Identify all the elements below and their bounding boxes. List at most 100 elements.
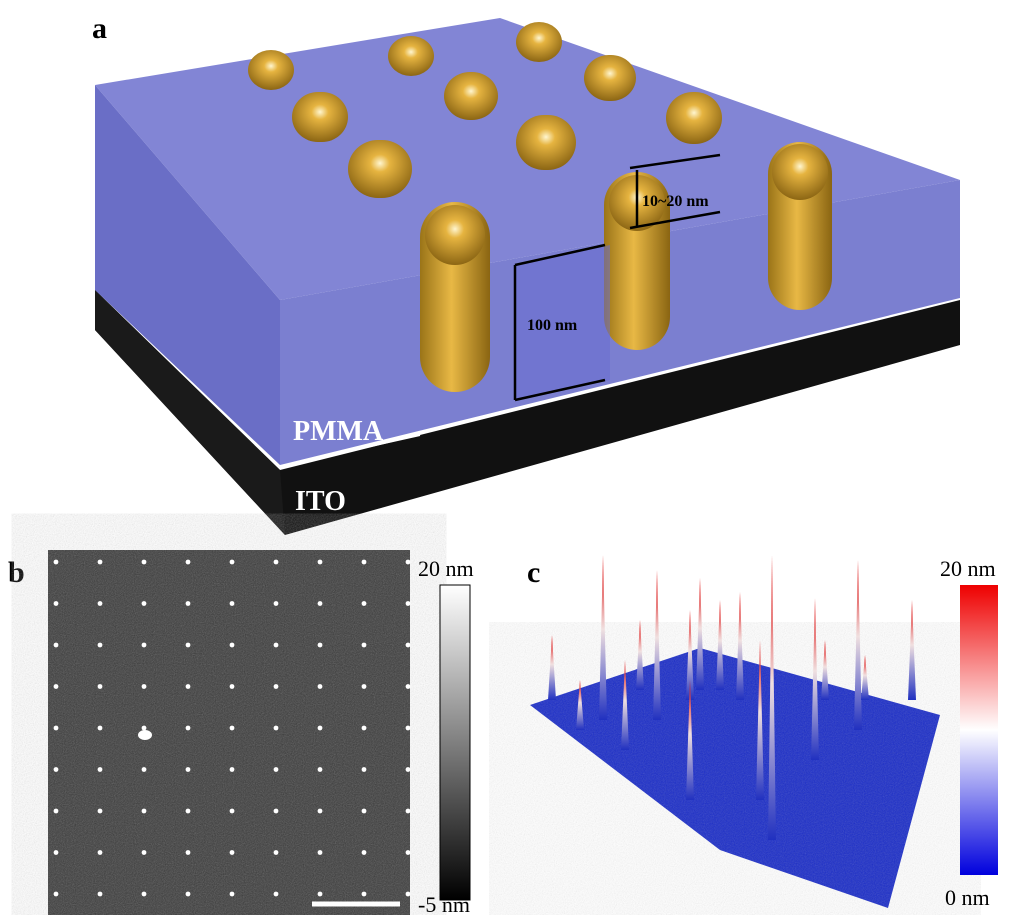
nanorod-dot — [54, 809, 59, 814]
nanorod-dot — [186, 601, 191, 606]
height-spike — [908, 600, 916, 700]
height-spike — [854, 560, 862, 730]
panel-label: a — [92, 12, 107, 45]
nanorod-dot — [362, 850, 367, 855]
afm-3d-surface — [530, 555, 940, 908]
nanorod-dot — [230, 643, 235, 648]
height-spike — [653, 570, 661, 720]
nanorod-dot — [362, 892, 367, 897]
colorbar — [960, 585, 998, 875]
nanorod-dot — [406, 601, 411, 606]
nanorod-dot — [230, 850, 235, 855]
height-spike — [696, 578, 704, 690]
nanorod-dot — [142, 809, 147, 814]
nanorod-dot — [406, 850, 411, 855]
nanorod-dot — [230, 684, 235, 689]
nanorod-dot — [318, 560, 323, 565]
nanorod-dot — [54, 560, 59, 565]
nanorod-dot — [98, 726, 103, 731]
nanorod-dot — [98, 560, 103, 565]
nanorod-dot — [142, 892, 147, 897]
nanorod-dot — [54, 643, 59, 648]
nanorod-dot — [142, 726, 147, 731]
nanorod-dot — [186, 726, 191, 731]
colorbar — [440, 585, 470, 900]
height-spike — [821, 640, 829, 700]
nanorod-dot — [274, 684, 279, 689]
nanorod-dot — [230, 560, 235, 565]
height-spike — [599, 555, 607, 720]
dimension-label: 100 nm — [527, 317, 578, 334]
nanorod-dot — [142, 601, 147, 606]
nanorod-dot — [274, 726, 279, 731]
nanorod-dot — [142, 643, 147, 648]
nanorod-dot — [230, 601, 235, 606]
nanorod-dot — [98, 684, 103, 689]
colorbar-max: 20 nm — [940, 556, 996, 581]
nanorod-dot — [54, 767, 59, 772]
nanorod-dot — [98, 767, 103, 772]
nanorod-dot — [186, 892, 191, 897]
nanorod-dot — [54, 726, 59, 731]
nanorod-dot — [186, 643, 191, 648]
nanorod-dot — [142, 684, 147, 689]
nanorod-dot — [54, 850, 59, 855]
nanorod-dot — [318, 850, 323, 855]
height-spike — [716, 600, 724, 690]
nanorod-dot — [406, 809, 411, 814]
nanorod-dot — [54, 892, 59, 897]
nanorod-dot — [274, 643, 279, 648]
nanorod-dot — [186, 767, 191, 772]
colorbar-max: 20 nm — [418, 556, 474, 581]
nanorod-dot — [318, 809, 323, 814]
nanorod-dot — [98, 892, 103, 897]
nanorod-dot — [274, 850, 279, 855]
panel-label: c — [527, 556, 540, 589]
nanorod-dot — [230, 809, 235, 814]
colorbar-min: 0 nm — [945, 885, 990, 910]
nanorod-dot — [362, 560, 367, 565]
nanorod-dot — [98, 809, 103, 814]
nanorod-dot — [54, 684, 59, 689]
nanorod-dot — [406, 767, 411, 772]
nanorod-dot — [98, 601, 103, 606]
nanorod-dot — [186, 809, 191, 814]
nanorod-dot — [54, 601, 59, 606]
colorbar-min: -5 nm — [418, 892, 470, 915]
nanorod-dot — [362, 767, 367, 772]
nanorod-dot — [142, 767, 147, 772]
nanorod-dot — [274, 560, 279, 565]
layer-label: PMMA — [293, 416, 384, 447]
nanorod-dot — [406, 684, 411, 689]
nanorod-dot — [318, 892, 323, 897]
nanorod-dot — [230, 892, 235, 897]
nanorod-dot — [142, 850, 147, 855]
height-spike — [636, 620, 644, 690]
nanorod-dot — [406, 892, 411, 897]
nanorod-dot — [406, 726, 411, 731]
nanorod-dot — [274, 809, 279, 814]
nanorod-dot — [318, 643, 323, 648]
afm-image — [48, 550, 410, 915]
nanorod-dot — [406, 560, 411, 565]
height-spike — [548, 635, 556, 700]
nanorod-dot — [318, 684, 323, 689]
layer-label: ITO — [295, 486, 346, 517]
nanorod-dot — [362, 601, 367, 606]
panel-label: b — [8, 556, 25, 589]
nanorod-dot — [318, 601, 323, 606]
nanorod-dot — [98, 643, 103, 648]
nanorod-dot — [230, 767, 235, 772]
figure: a — [0, 0, 1013, 915]
nanorod-dot — [362, 809, 367, 814]
nanorod-dot — [274, 601, 279, 606]
nanorod-dot — [142, 560, 147, 565]
dimension-label: 10~20 nm — [642, 193, 709, 210]
nanorod-dot — [318, 726, 323, 731]
nanorod-dot — [230, 726, 235, 731]
nanorod-dot — [274, 892, 279, 897]
nanorod-dot — [186, 684, 191, 689]
nanorod-dot — [362, 684, 367, 689]
nanorod-dot — [274, 767, 279, 772]
height-spike — [861, 655, 869, 700]
